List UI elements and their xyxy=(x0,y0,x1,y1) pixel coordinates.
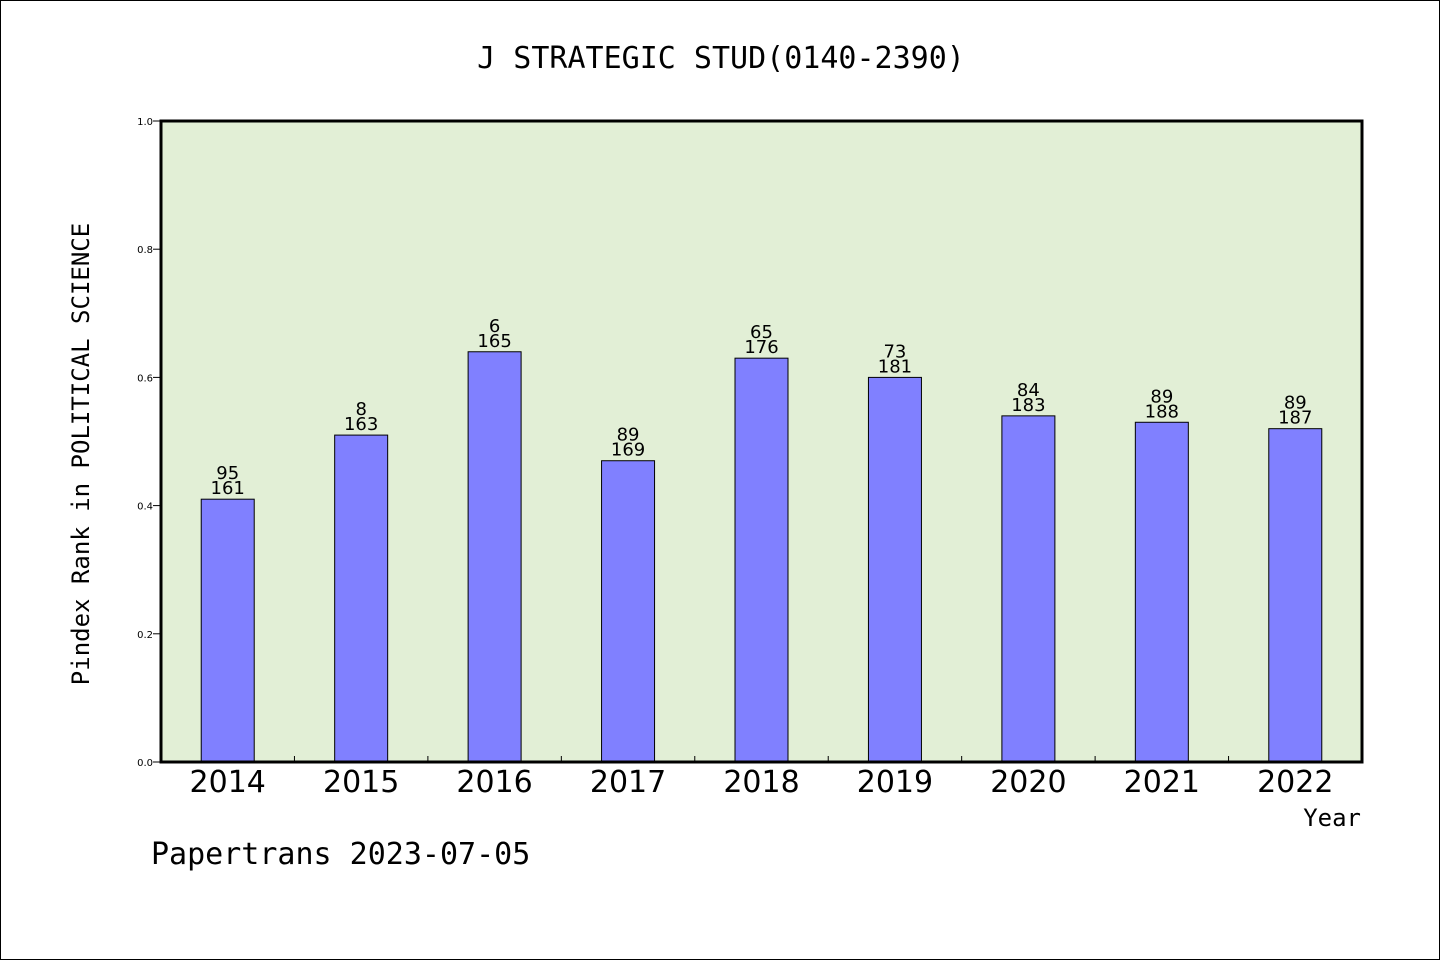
x-tick-label-2018: 2018 xyxy=(723,765,799,800)
bar-2016 xyxy=(467,351,522,763)
footer-credit: Papertrans 2023-07-05 xyxy=(151,837,530,872)
y-axis-label: Pindex Rank in POLITICAL SCIENCE xyxy=(67,223,95,685)
bar-2017 xyxy=(601,460,656,763)
bar-label-top-2016: 6 xyxy=(489,316,500,337)
bar-2014 xyxy=(200,498,255,763)
x-tick-label-2021: 2021 xyxy=(1124,765,1200,800)
bar-label-bottom-2016: 165 xyxy=(477,331,511,352)
x-tick-label-2022: 2022 xyxy=(1257,765,1333,800)
x-axis-ticks: 2014 2015 2016 2017 2018 2019 2020 2021 2022 xyxy=(190,756,1333,800)
plot-border xyxy=(159,119,1364,764)
bar-label-top-2020: 84 xyxy=(1017,380,1040,401)
bar-label-top-2019: 73 xyxy=(883,341,906,362)
bar-label-top-2015: 8 xyxy=(355,399,366,420)
bar-2022 xyxy=(1268,428,1323,763)
chart-title: J STRATEGIC STUD(0140-2390) xyxy=(477,41,965,76)
x-tick-label-2016: 2016 xyxy=(456,765,532,800)
y-tick-label: 0.2 xyxy=(137,630,153,641)
bar-label-bottom-2020: 183 xyxy=(1011,395,1045,416)
bar-2020 xyxy=(1001,415,1056,763)
y-tick-label: 0.0 xyxy=(137,758,153,769)
x-tick-label-2020: 2020 xyxy=(990,765,1066,800)
bar-label-bottom-2021: 188 xyxy=(1145,401,1179,422)
bar-label-bottom-2014: 161 xyxy=(211,478,245,499)
y-axis-ticks: 0.0 0.2 0.4 0.6 0.8 1.0 xyxy=(137,117,161,769)
bars-group xyxy=(200,351,1323,763)
bar-2019 xyxy=(867,376,922,763)
bar-label-bottom-2019: 181 xyxy=(878,356,912,377)
bar-2018 xyxy=(734,357,789,763)
x-tick-label-2019: 2019 xyxy=(857,765,933,800)
bar-2021 xyxy=(1134,421,1189,763)
bar-label-top-2021: 89 xyxy=(1150,386,1173,407)
bar-label-bottom-2015: 163 xyxy=(344,414,378,435)
x-tick-label-2014: 2014 xyxy=(190,765,266,800)
x-tick-label-2017: 2017 xyxy=(590,765,666,800)
bar-label-top-2018: 65 xyxy=(750,322,773,343)
bar-label-bottom-2017: 169 xyxy=(611,440,645,461)
x-tick-label-2015: 2015 xyxy=(323,765,399,800)
y-tick-label: 0.4 xyxy=(137,502,153,513)
y-tick-label: 0.6 xyxy=(137,373,153,384)
bar-label-bottom-2018: 176 xyxy=(744,337,778,358)
y-tick-label: 0.8 xyxy=(137,245,153,256)
bar-label-bottom-2022: 187 xyxy=(1278,408,1312,429)
x-axis-label: Year xyxy=(1303,804,1361,832)
bar-label-top-2014: 95 xyxy=(216,463,239,484)
bar-label-top-2017: 89 xyxy=(617,425,640,446)
y-tick-label: 1.0 xyxy=(137,117,153,128)
bar-2015 xyxy=(334,434,389,763)
bar-label-top-2022: 89 xyxy=(1284,393,1307,414)
